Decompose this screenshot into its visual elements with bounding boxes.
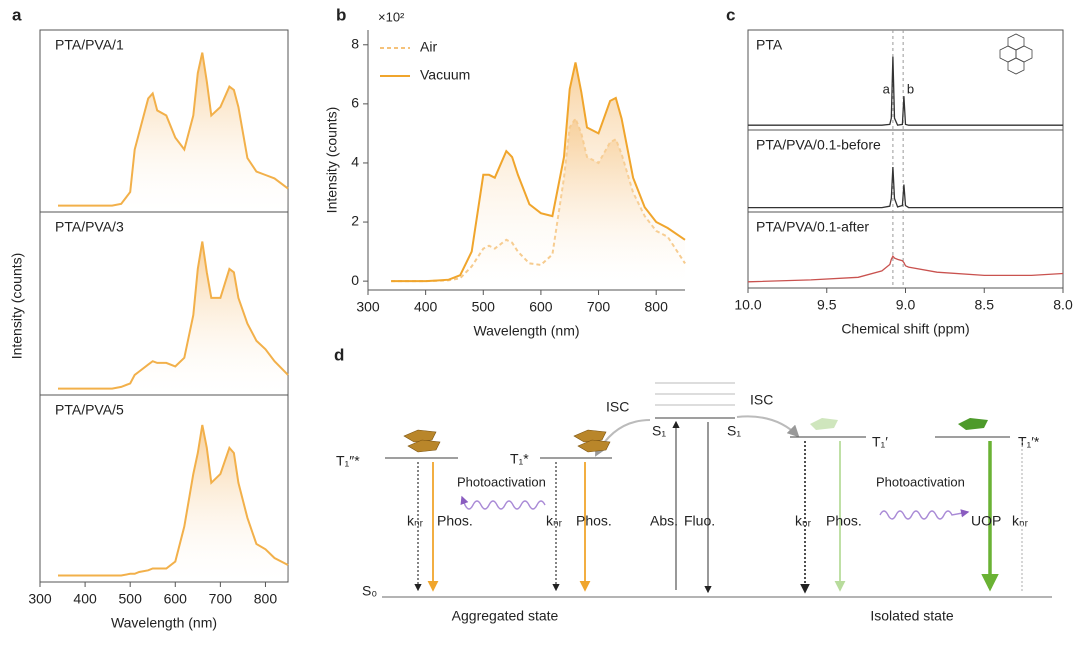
area <box>58 241 288 394</box>
x-tick-label: 500 <box>119 591 143 607</box>
series-label: PTA <box>756 37 783 53</box>
abs-label: Abs. <box>650 513 678 529</box>
s0-label: S₀ <box>362 583 377 599</box>
x-tick-label: 300 <box>356 299 380 315</box>
x-axis-label: Chemical shift (ppm) <box>841 321 969 337</box>
x-tick-label: 9.0 <box>896 297 916 313</box>
y-multiplier: ×10² <box>378 9 405 24</box>
x-tick-label: 800 <box>254 591 278 607</box>
panel-label: d <box>334 345 344 364</box>
crystal-icon <box>573 429 611 453</box>
series-line <box>58 241 289 390</box>
legend-label: Vacuum <box>420 67 470 83</box>
series-line <box>391 62 686 283</box>
area <box>58 425 288 581</box>
x-tick-label: 300 <box>28 591 52 607</box>
x-tick-label: 700 <box>587 299 611 315</box>
panel-label: c <box>726 5 735 24</box>
knr-label: kₙᵣ <box>795 513 812 529</box>
x-tick-label: 400 <box>73 591 97 607</box>
x-tick-label: 800 <box>645 299 669 315</box>
series-label: PTA/PVA/5 <box>55 402 124 418</box>
s1-label: S₁ <box>652 423 666 439</box>
y-tick-label: 8 <box>351 35 359 51</box>
panel-label: b <box>336 5 346 24</box>
x-tick-label: 400 <box>414 299 438 315</box>
y-tick-label: 0 <box>351 272 359 288</box>
uop-label: UOP <box>971 513 1001 529</box>
y-tick-label: 4 <box>351 154 359 170</box>
series-line <box>747 255 1064 283</box>
y-tick-label: 2 <box>351 213 359 229</box>
area <box>58 52 288 211</box>
isc-arrow <box>736 415 800 438</box>
knr-label: kₙᵣ <box>1012 513 1029 529</box>
state-label: Isolated state <box>870 608 953 624</box>
x-axis-label: Wavelength (nm) <box>111 615 217 631</box>
s1-label: S₁ <box>727 423 741 439</box>
photoactivation-wave <box>460 495 546 510</box>
y-axis-label: Intensity (counts) <box>9 253 25 360</box>
series-label: PTA/PVA/0.1-before <box>756 137 881 153</box>
series-label: PTA/PVA/0.1-after <box>756 219 869 235</box>
t1-label: T₁′ <box>872 434 888 450</box>
series-line <box>58 424 289 577</box>
x-tick-label: 700 <box>209 591 233 607</box>
x-tick-label: 9.5 <box>817 297 837 313</box>
x-tick-label: 10.0 <box>734 297 761 313</box>
state-label: Aggregated state <box>452 608 559 624</box>
x-tick-label: 600 <box>529 299 553 315</box>
series-line <box>58 52 289 207</box>
y-tick-label: 6 <box>351 95 359 111</box>
molecule-icon <box>810 418 838 430</box>
series-line <box>748 166 1063 209</box>
series-line <box>748 56 1063 126</box>
x-axis-label: Wavelength (nm) <box>473 323 579 339</box>
y-axis-label: Intensity (counts) <box>324 107 340 214</box>
phos-label: Phos. <box>826 513 862 529</box>
phos-label: Phos. <box>576 513 612 529</box>
crystal-icon <box>403 429 441 453</box>
series-label: PTA/PVA/1 <box>55 37 124 53</box>
fluo-label: Fluo. <box>684 513 715 529</box>
isc-label: ISC <box>606 399 629 415</box>
s1-levels <box>655 382 735 406</box>
photoactivation-label: Photoactivation <box>457 474 546 489</box>
molecule-inset <box>999 33 1033 75</box>
knr-label: kₙᵣ <box>546 513 563 529</box>
area <box>391 62 685 282</box>
legend-label: Air <box>420 39 437 55</box>
t1-label: T₁″* <box>336 453 360 469</box>
molecule-icon <box>958 418 988 430</box>
photoactivation-label: Photoactivation <box>876 474 965 489</box>
series-label: PTA/PVA/3 <box>55 219 124 235</box>
t1-label: T₁* <box>510 451 529 467</box>
charts: a 300 400 500 600 700 800 Wavelength (nm) Intens… <box>9 5 1073 630</box>
peak-annotation: a <box>883 81 891 96</box>
panel-label: a <box>12 5 22 24</box>
peak-annotation: b <box>907 81 914 96</box>
x-tick-label: 500 <box>472 299 496 315</box>
knr-label: kₙᵣ <box>407 513 424 529</box>
isc-label: ISC <box>750 392 773 408</box>
x-tick-label: 8.0 <box>1053 297 1073 313</box>
photoactivation-wave <box>879 509 970 520</box>
x-tick-label: 8.5 <box>975 297 995 313</box>
t1-label: T₁′* <box>1018 434 1040 450</box>
energy-diagram: d S₀ S₁ S₁ ISC ISC Abs. Fluo. T₁″* kₙᵣ P… <box>334 345 1052 624</box>
x-tick-label: 600 <box>164 591 188 607</box>
plot-frame <box>39 394 289 583</box>
phos-label: Phos. <box>437 513 473 529</box>
